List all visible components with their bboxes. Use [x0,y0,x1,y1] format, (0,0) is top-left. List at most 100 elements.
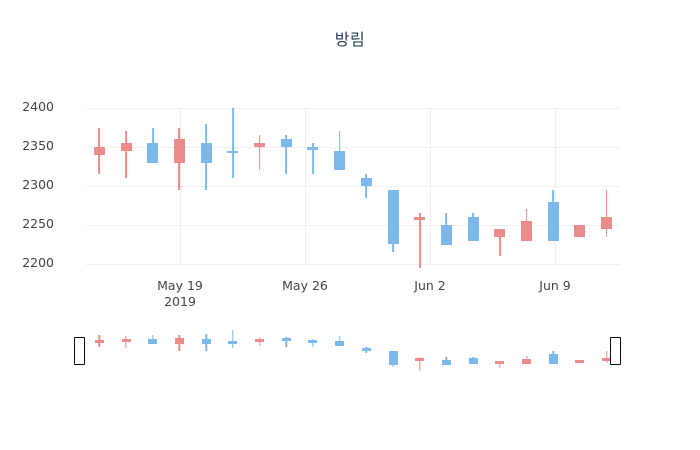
x-tick-label: May 26 [282,278,328,293]
candlestick-body [467,217,479,241]
candlestick [548,330,558,370]
candlestick-body [121,339,131,342]
candlestick-body [227,150,239,154]
candlestick-wick [125,131,127,179]
candlestick [228,330,238,370]
candlestick-body [574,225,586,237]
candlestick-body [281,338,291,341]
candlestick [574,108,586,264]
candlestick-body [547,201,559,241]
candlestick [360,108,372,264]
candlestick-body [548,354,558,364]
candlestick [601,108,613,264]
x-tick-label: May 19 [157,278,203,293]
candlestick [335,330,345,370]
candlestick-body [334,150,346,171]
candlestick [495,330,505,370]
candlestick-wick [312,339,314,347]
candlestick-body [254,143,266,147]
candlestick-wick [498,228,501,257]
gridline-2350 [86,147,620,148]
y-tick-2300: 2300 [0,177,54,192]
y-tick-2400: 2400 [0,100,54,114]
candlestick [602,330,612,370]
candlestick [94,330,104,370]
candlestick [547,108,559,264]
range-handle-left[interactable] [74,337,85,365]
candlestick-body [148,339,158,344]
candlestick-body [388,351,398,365]
candlestick-body [468,358,478,364]
candlestick [361,330,371,370]
range-slider[interactable] [74,330,621,371]
candlestick [414,108,426,268]
candlestick [307,108,319,264]
candlestick-wick [312,143,314,175]
candlestick-body [387,189,399,245]
candlestick-wick [605,351,608,363]
x-tick-jun-2: Jun 2 [370,278,490,294]
candlestick [521,108,533,264]
gridline-may-19 [180,108,181,264]
candlestick-body [147,143,159,163]
candlestick-wick [445,357,448,360]
candlestick [120,108,132,264]
candlestick-wick [285,135,288,175]
candlestick-body [601,217,613,229]
x-tick-may-19: May 19 2019 [120,278,240,310]
candlestick-wick [232,330,234,348]
candlestick [200,108,212,264]
candlestick-body [280,139,292,147]
candlestick-wick [445,213,448,225]
candlestick-wick [258,135,261,171]
plot-area [86,108,620,268]
candlestick [280,108,292,264]
range-handle-right[interactable] [610,337,621,365]
candlestick [388,330,398,370]
candlestick [441,330,451,370]
candlestick-wick [365,174,368,198]
candlestick-body [93,147,105,155]
candlestick [494,108,506,264]
gridline-2300 [86,186,620,187]
y-tick-label: 2300 [22,177,54,192]
x-tick-year: 2019 [164,294,196,309]
candlestick-body [414,217,426,220]
candlestick [334,108,346,264]
candlestick-body [255,339,265,342]
candlestick-wick [125,336,127,348]
candlestick [174,330,184,370]
candlestick-wick [338,336,341,345]
candlestick [201,330,211,370]
candlestick [575,330,585,370]
gridline-2200 [86,264,620,265]
candlestick-wick [338,131,341,167]
candlestick [93,108,105,264]
candlestick-body [441,360,451,365]
candlestick-body [602,358,612,361]
candlestick-body [521,221,533,241]
candlestick-wick [605,189,608,237]
candlestick-body [494,228,506,237]
candlestick-body [228,341,238,344]
candlestick-wick [231,108,234,179]
candlestick-body [361,348,371,351]
candlestick [522,330,532,370]
candlestick-body [415,358,425,361]
candlestick [173,108,185,264]
candlestick [227,108,239,264]
candlestick-body [174,338,184,344]
gridline-jun-9 [555,108,556,264]
chart-title: 방림 [334,30,366,49]
candlestick [468,330,478,370]
candlestick [387,108,399,264]
candlestick-wick [418,213,421,268]
x-tick-label: Jun 9 [539,278,571,293]
candlestick-wick [258,337,261,346]
y-tick-label: 2350 [22,138,54,153]
x-tick-jun-9: Jun 9 [495,278,615,294]
candlestick [281,330,291,370]
candlestick-wick [285,337,287,347]
x-tick-label: Jun 2 [414,278,446,293]
candlestick-wick [499,361,501,368]
